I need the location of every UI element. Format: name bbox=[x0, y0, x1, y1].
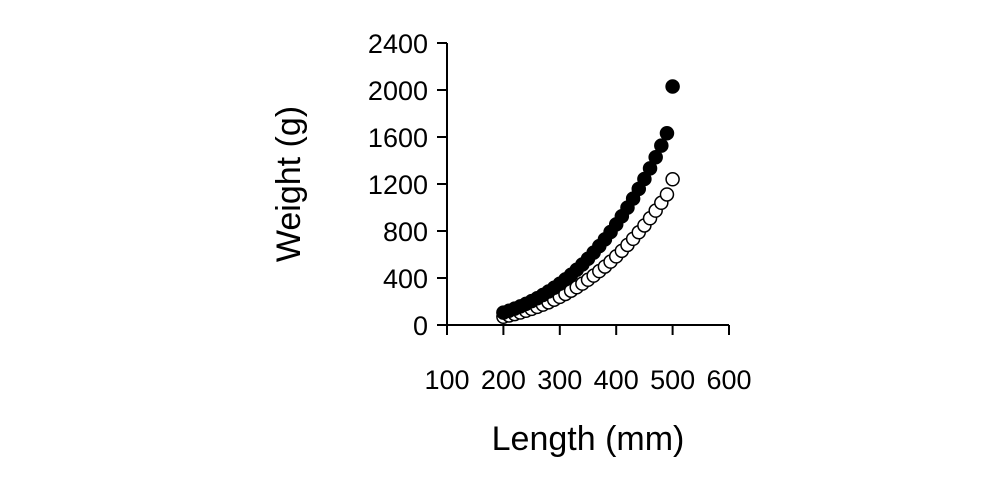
y-tick-label: 2000 bbox=[368, 76, 428, 106]
data-point bbox=[642, 161, 658, 176]
y-tick-label: 1600 bbox=[368, 123, 428, 153]
series-layer bbox=[496, 79, 680, 325]
y-axis-title: Weight (g) bbox=[270, 106, 308, 262]
data-point bbox=[654, 138, 669, 153]
y-tick-label: 1200 bbox=[368, 170, 428, 200]
data-point bbox=[648, 149, 663, 165]
y-tick-label: 0 bbox=[413, 311, 428, 341]
x-tick-label: 400 bbox=[594, 365, 639, 395]
x-tick-label: 200 bbox=[481, 365, 526, 395]
y-tick-label: 2400 bbox=[368, 29, 428, 59]
data-point bbox=[665, 79, 680, 94]
x-axis-title: Length (mm) bbox=[492, 420, 685, 458]
y-ticks: 0 400 800 1200 1600 2000 2400 bbox=[368, 29, 447, 341]
y-tick-label: 800 bbox=[383, 217, 428, 247]
data-point bbox=[665, 172, 680, 187]
series-filled-circles bbox=[496, 79, 680, 320]
y-tick-label: 400 bbox=[383, 264, 428, 294]
x-ticks: 100 200 300 400 500 600 bbox=[424, 325, 752, 395]
x-tick-label: 500 bbox=[650, 365, 695, 395]
x-tick-label: 100 bbox=[424, 365, 469, 395]
x-tick-label: 300 bbox=[537, 365, 582, 395]
x-tick-label: 600 bbox=[706, 365, 751, 395]
data-point bbox=[659, 125, 675, 141]
data-point bbox=[659, 187, 675, 202]
